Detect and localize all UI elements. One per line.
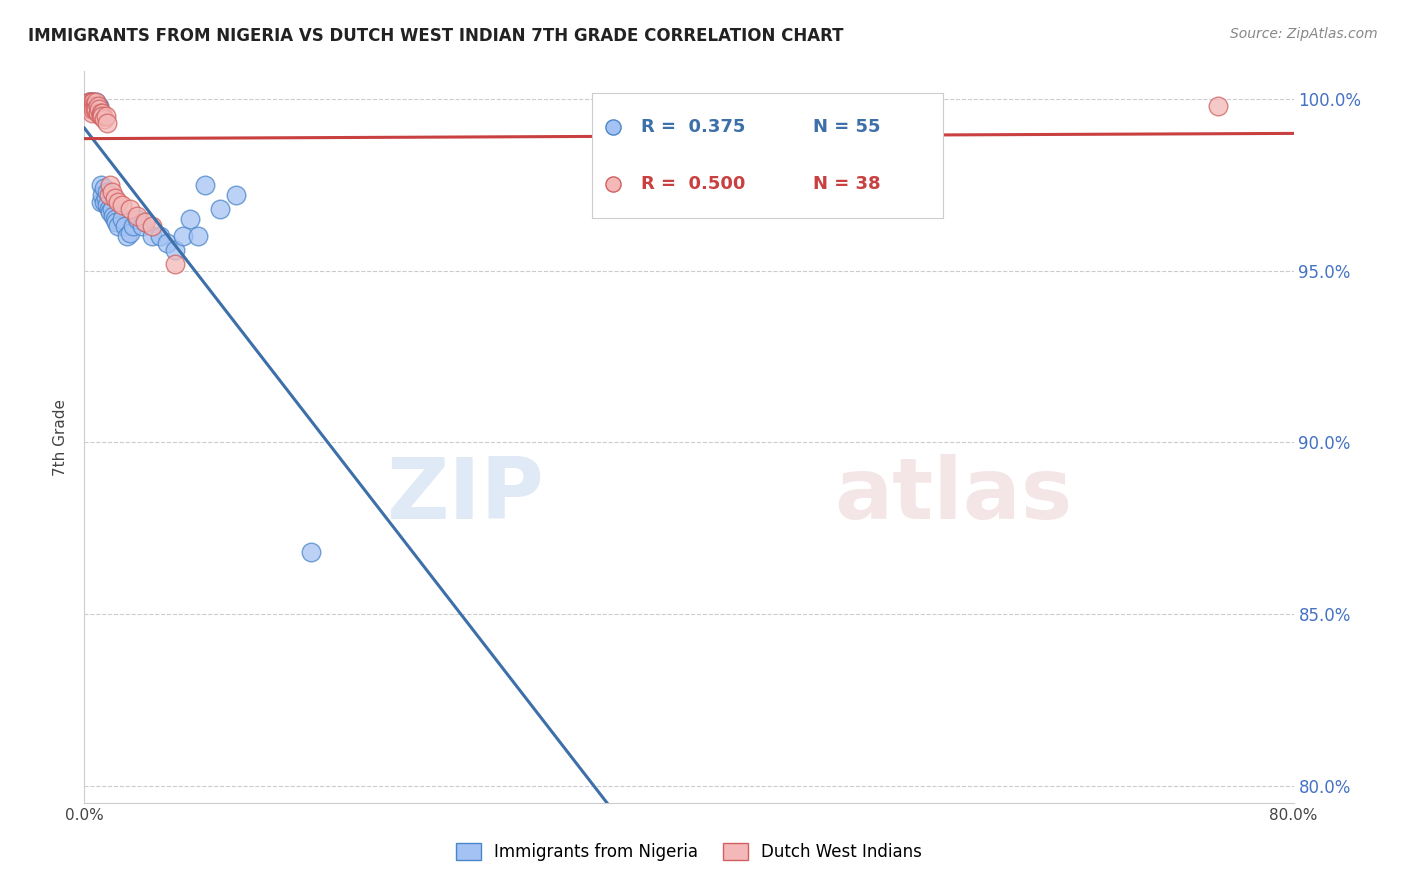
- Point: [86, 95, 108, 110]
- Point: [86, 102, 108, 116]
- Point: [82, 95, 104, 110]
- Point: [90, 105, 112, 120]
- Point: [107, 219, 129, 233]
- Point: [134, 215, 156, 229]
- Point: [82, 95, 104, 110]
- Point: [104, 212, 127, 227]
- Point: [80, 95, 103, 110]
- Point: [80, 95, 103, 110]
- Point: [84, 98, 107, 112]
- Point: [100, 185, 122, 199]
- Point: [115, 229, 138, 244]
- Text: Source: ZipAtlas.com: Source: ZipAtlas.com: [1230, 27, 1378, 41]
- Point: [77, 95, 100, 110]
- Point: [87, 105, 110, 120]
- Point: [141, 229, 163, 244]
- Point: [82, 102, 104, 116]
- Point: [96, 198, 118, 212]
- Point: [79, 95, 101, 110]
- Point: [97, 202, 120, 216]
- Point: [118, 226, 141, 240]
- Point: [1206, 98, 1229, 112]
- Point: [100, 202, 122, 216]
- Point: [80, 102, 103, 116]
- Point: [84, 102, 107, 116]
- Legend: Immigrants from Nigeria, Dutch West Indians: Immigrants from Nigeria, Dutch West Indi…: [449, 836, 929, 868]
- Point: [77, 98, 100, 112]
- Point: [111, 212, 134, 227]
- Point: [97, 188, 120, 202]
- Point: [179, 212, 201, 227]
- Point: [165, 257, 187, 271]
- Y-axis label: 7th Grade: 7th Grade: [53, 399, 69, 475]
- Point: [80, 98, 103, 112]
- Point: [91, 109, 114, 123]
- Point: [93, 112, 115, 127]
- Point: [194, 178, 217, 192]
- Point: [90, 194, 112, 209]
- Point: [90, 178, 112, 192]
- Point: [165, 243, 187, 257]
- Point: [87, 105, 110, 120]
- Point: [101, 209, 124, 223]
- Point: [93, 181, 115, 195]
- Point: [121, 219, 143, 233]
- Point: [96, 116, 118, 130]
- Point: [79, 102, 101, 116]
- Point: [209, 202, 232, 216]
- Point: [127, 209, 149, 223]
- Point: [82, 98, 104, 112]
- Point: [87, 98, 110, 112]
- Point: [107, 194, 129, 209]
- Point: [172, 229, 194, 244]
- Point: [77, 95, 100, 110]
- Point: [104, 191, 127, 205]
- Point: [89, 102, 111, 116]
- Point: [84, 102, 107, 116]
- Point: [80, 98, 103, 112]
- Point: [114, 219, 136, 233]
- Point: [87, 98, 110, 112]
- Point: [131, 219, 153, 233]
- Point: [118, 202, 141, 216]
- Point: [98, 205, 121, 219]
- Point: [79, 95, 101, 110]
- Point: [86, 102, 108, 116]
- Point: [89, 105, 111, 120]
- Point: [80, 102, 103, 116]
- Point: [225, 188, 247, 202]
- Point: [187, 229, 209, 244]
- Point: [94, 191, 117, 205]
- Point: [96, 185, 118, 199]
- Point: [127, 212, 149, 227]
- Point: [84, 98, 107, 112]
- Point: [149, 229, 172, 244]
- Point: [90, 109, 112, 123]
- Text: IMMIGRANTS FROM NIGERIA VS DUTCH WEST INDIAN 7TH GRADE CORRELATION CHART: IMMIGRANTS FROM NIGERIA VS DUTCH WEST IN…: [28, 27, 844, 45]
- Point: [82, 98, 104, 112]
- Point: [89, 98, 111, 112]
- Point: [86, 95, 108, 110]
- Point: [89, 102, 111, 116]
- Point: [87, 102, 110, 116]
- Text: atlas: atlas: [834, 454, 1073, 537]
- Point: [86, 98, 108, 112]
- Point: [141, 219, 163, 233]
- Point: [299, 545, 322, 559]
- Point: [111, 198, 134, 212]
- Point: [91, 105, 114, 120]
- Text: ZIP: ZIP: [387, 454, 544, 537]
- Point: [94, 109, 117, 123]
- Point: [77, 98, 100, 112]
- Point: [105, 215, 128, 229]
- Point: [79, 98, 101, 112]
- Point: [134, 215, 156, 229]
- Point: [93, 194, 115, 209]
- Point: [80, 105, 103, 120]
- Point: [98, 178, 121, 192]
- Point: [79, 98, 101, 112]
- Point: [156, 235, 179, 250]
- Point: [82, 102, 104, 116]
- Point: [91, 188, 114, 202]
